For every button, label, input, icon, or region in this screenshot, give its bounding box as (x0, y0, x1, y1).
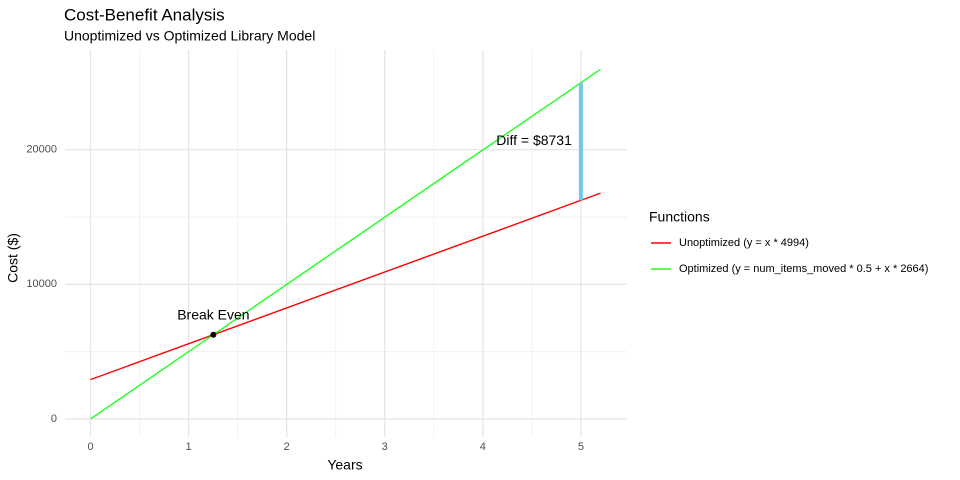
series-line (90, 68, 601, 420)
x-tick-label: 1 (186, 441, 192, 453)
x-tick-label: 0 (87, 441, 93, 453)
y-axis-title: Cost ($) (5, 233, 21, 283)
x-tick-label: 5 (578, 441, 584, 453)
break-even-label: Break Even (177, 306, 249, 322)
legend-title: Functions (649, 209, 710, 225)
legend-label: Unoptimized (y = x * 4994) (679, 237, 809, 249)
x-tick-label: 3 (382, 441, 388, 453)
x-tick-label: 2 (284, 441, 290, 453)
break-even-point (210, 331, 217, 338)
y-tick-label: 0 (51, 413, 57, 425)
y-tick-label: 20000 (26, 144, 57, 156)
x-axis-title: Years (327, 457, 362, 473)
x-tick-label: 4 (480, 441, 486, 453)
chart-title: Cost-Benefit Analysis (64, 5, 225, 24)
diff-label: Diff = $8731 (496, 132, 572, 148)
chart-subtitle: Unoptimized vs Optimized Library Model (64, 28, 315, 44)
y-tick-label: 10000 (26, 278, 57, 290)
legend-label: Optimized (y = num_items_moved * 0.5 + x… (679, 263, 928, 275)
series-line (90, 192, 601, 381)
